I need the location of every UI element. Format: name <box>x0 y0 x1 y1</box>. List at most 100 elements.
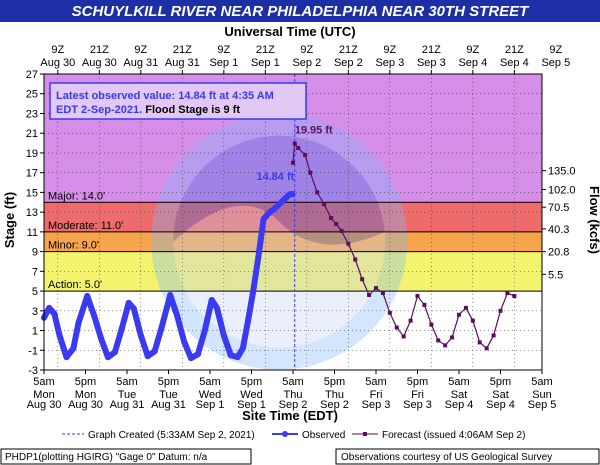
watermark-inner-circle <box>173 135 386 348</box>
latest-observation-line1: Latest observed value: 14.84 ft at 4:35 … <box>56 90 274 102</box>
local-tick-date: Sep 3 <box>362 399 391 411</box>
legend-observed: Observed <box>302 430 345 441</box>
utc-tick-date: Sep 5 <box>541 57 570 69</box>
flow-axis-title: Flow (kcfs) <box>587 186 600 254</box>
legend-graph-created: Graph Created (5:33AM Sep 2, 2021) <box>88 430 255 441</box>
local-tick-date: Aug 31 <box>110 399 145 411</box>
local-tick-day: Sat <box>492 389 509 401</box>
forecast-point <box>303 152 308 157</box>
utc-tick-date: Sep 3 <box>417 57 446 69</box>
forecast-point <box>512 294 517 298</box>
local-tick-date: Aug 30 <box>27 399 62 411</box>
local-tick-date: Sep 1 <box>237 399 266 411</box>
local-tick-day: Mon <box>75 389 96 401</box>
observed-point <box>151 348 158 355</box>
legend: Graph Created (5:33AM Sep 2, 2021) Obser… <box>62 430 525 441</box>
observed-point <box>220 332 227 339</box>
local-tick-time: 5am <box>282 376 303 388</box>
latest-observation-box: Latest observed value: 14.84 ft at 4:35 … <box>49 82 307 120</box>
local-tick-time: 5am <box>33 376 54 388</box>
local-tick-date: Aug 30 <box>68 399 103 411</box>
observed-point <box>51 310 58 317</box>
observed-point <box>130 305 137 312</box>
local-tick-time: 5am <box>365 376 386 388</box>
band-minor <box>44 231 542 252</box>
observed-point <box>70 345 77 352</box>
local-tick-day: Tue <box>118 389 137 401</box>
forecast-point <box>374 286 378 291</box>
local-tick-day: Sat <box>451 389 468 401</box>
latest-observation-box-frame <box>49 82 307 120</box>
forecast-point <box>291 160 295 165</box>
footer-right-box <box>335 448 600 465</box>
local-tick-date: Sep 5 <box>528 399 557 411</box>
local-tick-time: 5pm <box>241 376 262 388</box>
observed-point <box>289 190 296 197</box>
flow-tick-label: 102.0 <box>548 184 576 196</box>
forecast-point <box>443 343 448 348</box>
local-tick-day: Fri <box>411 389 424 401</box>
stage-tick-label: 15 <box>26 187 38 199</box>
chart-title: SCHUYLKILL RIVER NEAR PHILADELPHIA NEAR … <box>72 3 531 20</box>
local-tick-date: Sep 3 <box>403 399 432 411</box>
observed-point <box>234 354 241 361</box>
local-tick-time: 5pm <box>324 376 345 388</box>
observed-point <box>118 325 125 332</box>
forecast-point <box>491 333 496 338</box>
observed-point <box>201 327 208 334</box>
stage-tick-label: 13 <box>26 207 38 219</box>
forecast-point <box>329 216 334 221</box>
observed-point <box>281 196 288 203</box>
flood-stage-note: Flood Stage is 9 ft <box>142 104 240 116</box>
observed-point <box>181 338 188 345</box>
observed-point <box>213 304 220 311</box>
flow-tick-label: 135.0 <box>548 166 576 178</box>
local-tick-time: 5am <box>531 376 552 388</box>
observed-point <box>276 201 283 208</box>
stage-tick-label: 25 <box>26 89 38 101</box>
local-tick-time: 5pm <box>407 376 428 388</box>
utc-tick-hour: 9Z <box>466 44 479 56</box>
band-label-major: Major: 14.0' <box>48 190 105 202</box>
stage-tick-label: 5 <box>32 286 38 298</box>
bottom-axis-title: Site Time (EDT) <box>242 408 338 423</box>
stage-axis-title: Stage (ft) <box>2 192 17 248</box>
forecast-point <box>463 305 468 310</box>
utc-tick-date: Sep 3 <box>375 57 404 69</box>
forecast-point <box>322 202 327 207</box>
observed-point <box>56 332 63 339</box>
flow-tick-label: 70.5 <box>548 202 569 214</box>
stage-tick-label: 1 <box>32 326 38 338</box>
observed-point <box>98 335 105 342</box>
utc-tick-date: Sep 4 <box>458 57 487 69</box>
local-tick-time: 5am <box>448 376 469 388</box>
latest-observation-date: EDT 2-Sep-2021. <box>56 104 142 116</box>
utc-tick-hour: 9Z <box>383 44 396 56</box>
utc-tick-date: Aug 30 <box>40 57 75 69</box>
local-tick-date: Sep 2 <box>320 399 349 411</box>
forecast-point <box>470 318 475 323</box>
utc-tick-hour: 9Z <box>134 44 147 56</box>
forecast-point <box>360 277 365 282</box>
forecast-point <box>484 346 489 351</box>
forecast-point <box>380 291 385 296</box>
legend-observed-marker <box>282 431 288 437</box>
observed-point <box>194 351 201 358</box>
observed-point <box>239 345 246 352</box>
forecast-point <box>346 241 351 246</box>
forecast-point <box>498 308 503 313</box>
forecast-point <box>429 322 434 327</box>
flow-tick-labels: 5.5 20.8 40.3 70.5 102.0 135.0 <box>542 166 576 281</box>
observed-point <box>91 312 98 319</box>
observed-point <box>137 332 144 339</box>
forecast-point <box>308 170 313 175</box>
observed-point <box>270 206 277 213</box>
utc-tick-hour: 21Z <box>256 44 275 56</box>
observed-point <box>187 355 194 362</box>
observed-point <box>167 292 174 299</box>
forecast-point <box>296 146 301 150</box>
local-tick-day: Sun <box>532 389 552 401</box>
utc-tick-hour: 21Z <box>90 44 109 56</box>
forecast-point <box>408 318 413 323</box>
